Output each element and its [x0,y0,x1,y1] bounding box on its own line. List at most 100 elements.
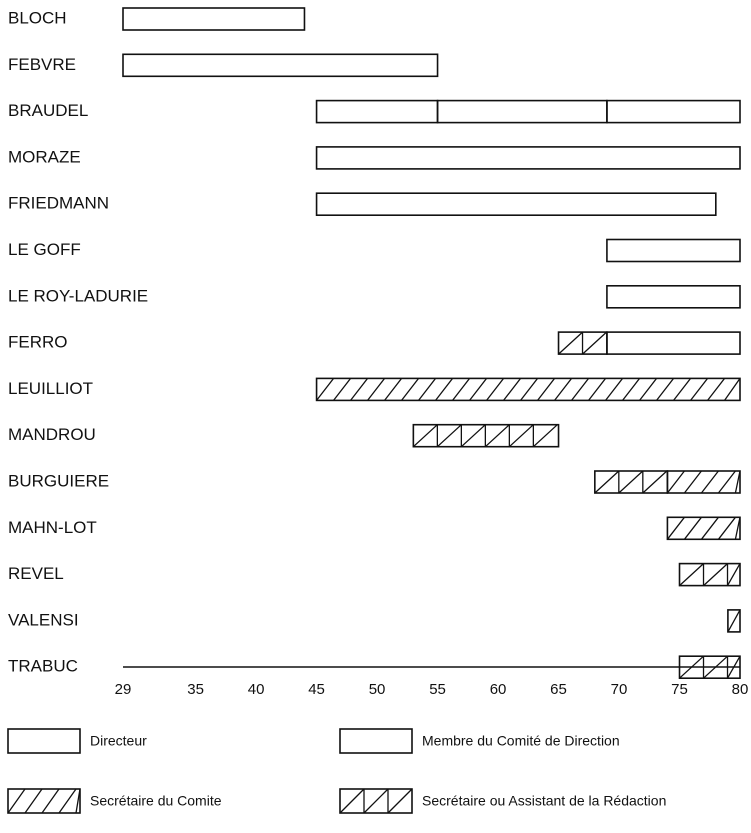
segment [727,609,741,633]
hatch-line [460,424,486,448]
legend-swatch [7,728,81,754]
hatch-line [717,516,736,540]
x-tick-label: 55 [429,681,446,698]
hatch-line [520,378,539,401]
hatch-line [724,378,741,401]
hatch-line [679,655,704,679]
row-label: LE GOFF [8,240,81,259]
x-tick-label: 29 [115,681,132,698]
row-label: BRAUDEL [8,101,88,120]
hatch-line [384,378,403,401]
segment [315,146,741,170]
segment [606,99,741,124]
hatch-line [350,378,369,401]
x-tick-label: 60 [490,681,507,698]
hatch-line [622,378,641,401]
hatch-line [436,424,462,448]
hatch-line [435,378,454,401]
segment [606,331,741,355]
segment [315,377,741,402]
hatch-line [700,470,719,494]
hatch-line [734,470,741,494]
hatch-line [588,378,607,401]
segment [122,7,306,31]
hatch-line [683,470,702,494]
segment [678,562,741,587]
hatch-line [503,378,522,401]
segment [606,284,741,309]
hatch-line [508,424,534,448]
row-label: TRABUC [8,657,78,676]
row-label: LEUILLIOT [8,379,93,398]
row-label: VALENSI [8,610,79,629]
segment [666,470,741,494]
row-label: FEBVRE [8,55,76,74]
row-label: REVEL [8,564,64,583]
row-label: BLOCH [8,8,67,27]
hatch-line [703,655,728,679]
hatch-line [605,378,624,401]
x-tick-label: 50 [369,681,386,698]
hatch-line [486,378,505,401]
hatch-line [582,331,607,355]
legend-label: Secrétaire ou Assistant de la Rédaction [422,793,666,809]
hatch-line [58,788,77,814]
hatch-line [387,788,413,814]
hatch-line [484,424,510,448]
hatch-line [316,378,335,401]
hatch-line [656,378,675,401]
hatch-line [726,563,741,586]
hatch-line [418,378,437,401]
hatch-line [554,378,573,401]
hatch-line [452,378,471,401]
hatch-line [7,788,26,814]
row-label: BURGUIERE [8,471,109,490]
legend-swatch [339,788,413,814]
x-tick-label: 45 [308,681,325,698]
x-tick-label: 70 [611,681,628,698]
segment [666,516,741,541]
hatch-line [537,378,556,401]
hatch-line [639,378,658,401]
hatch-line [700,516,719,540]
hatch-line [75,788,81,814]
x-tick-label: 65 [550,681,567,698]
segment [606,238,741,263]
hatch-line [703,563,728,587]
legend-label: Membre du Comité de Direction [422,733,620,749]
hatch-line [618,470,644,494]
legend-label: Directeur [90,733,147,749]
x-tick-label: 40 [248,681,265,698]
segment [315,192,717,216]
segment [122,53,439,78]
x-tick-label: 35 [187,681,204,698]
row-label: LE ROY-LADURIE [8,286,148,305]
hatch-line [734,517,741,540]
segment [678,655,741,680]
hatch-line [558,331,583,355]
legend-label: Secrétaire du Comite [90,793,222,809]
hatch-line [24,788,43,814]
segment [436,99,608,124]
hatch-line [401,378,420,401]
hatch-line [363,788,389,814]
x-tick-label: 80 [732,681,749,698]
hatch-line [367,378,386,401]
segment [315,99,439,124]
hatch-line [666,516,685,540]
row-label: MANDROU [8,425,96,444]
hatch-line [532,424,558,448]
row-label: FRIEDMANN [8,194,109,213]
hatch-line [726,655,741,679]
row-label: FERRO [8,333,68,352]
hatch-line [727,609,741,633]
hatch-line [339,788,365,814]
legend-swatch [7,788,81,814]
hatch-line [690,378,709,401]
legend-swatch [339,728,413,754]
hatch-line [679,563,704,587]
hatch-line [666,470,685,494]
hatch-line [717,470,736,494]
hatch-line [571,378,590,401]
